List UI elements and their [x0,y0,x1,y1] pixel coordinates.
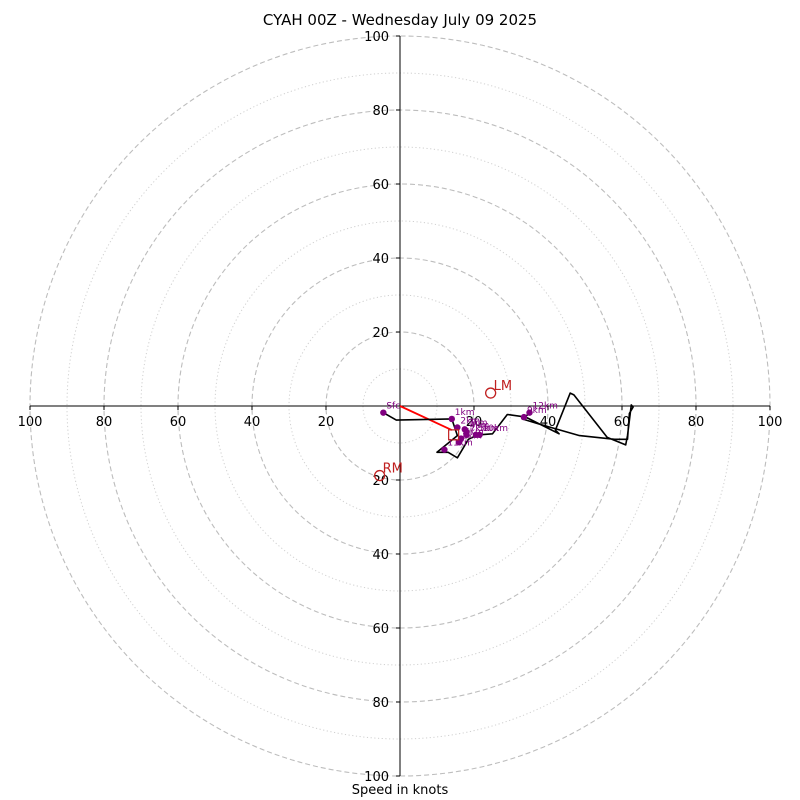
y-tick-label: 60 [372,178,389,193]
level-marker [380,409,387,416]
level-label: 12km [533,402,558,412]
y-tick-label: 100 [364,30,389,45]
y-tick-label: 80 [372,104,389,119]
level-label: 3km [468,418,488,428]
mean-wind-marker [448,429,460,441]
x-tick-label: 40 [244,415,261,430]
level-marker [463,431,470,439]
level-marker [520,413,528,421]
level-marker [456,439,463,446]
y-tick-label: 20 [372,326,389,341]
level-marker [454,424,461,431]
level-label: 7km [470,424,490,434]
y-tick-label: 40 [372,252,389,267]
wind-profile [383,392,634,459]
level-label: 11km [447,439,472,449]
x-tick-label: 20 [466,415,483,430]
level-label: 2km [460,416,480,426]
level-marker [441,446,448,453]
y-tick-label: 100 [364,770,389,785]
storm-motion-marker [373,469,386,482]
level-label: 4km [470,421,490,431]
shear-vector [399,405,453,431]
shear-vector-line [399,405,453,431]
chart-title: CYAH 00Z - Wednesday July 09 2025 [262,11,538,29]
storm-motion: LM RM [373,379,512,482]
level-label: Sfc [386,402,400,412]
x-tick-label: 80 [688,415,705,430]
level-label: 1km [455,408,475,418]
level-label: 5km [479,424,499,434]
level-marker [526,409,533,416]
x-tick-label: 60 [170,415,187,430]
tick-labels: 100 80 60 40 20 20 40 60 80 100100806040202040608… [18,30,783,785]
y-tick-label: 80 [372,696,389,711]
x-tick-label: 80 [96,415,113,430]
wind-profile-line [383,392,634,459]
y-tick-label: 40 [372,548,389,563]
y-tick-label: 20 [372,474,389,489]
level-marker [476,431,483,439]
level-label: 9km [527,406,547,416]
storm-motion-marker [484,387,497,399]
level-label: 6km [464,428,484,438]
x-tick-label: 100 [758,415,783,430]
x-tick-label: 100 [18,415,43,430]
y-tick-label: 60 [372,622,389,637]
x-tick-label: 60 [614,415,631,430]
level-label: 10km [483,424,508,434]
level-marker [448,415,455,423]
storm-motion-label: LM [494,379,512,394]
level-label: 8km [462,431,482,441]
x-axis-label: Speed in knots [351,783,449,798]
storm-motion-label: RM [383,462,403,477]
x-tick-label: 20 [318,415,335,430]
